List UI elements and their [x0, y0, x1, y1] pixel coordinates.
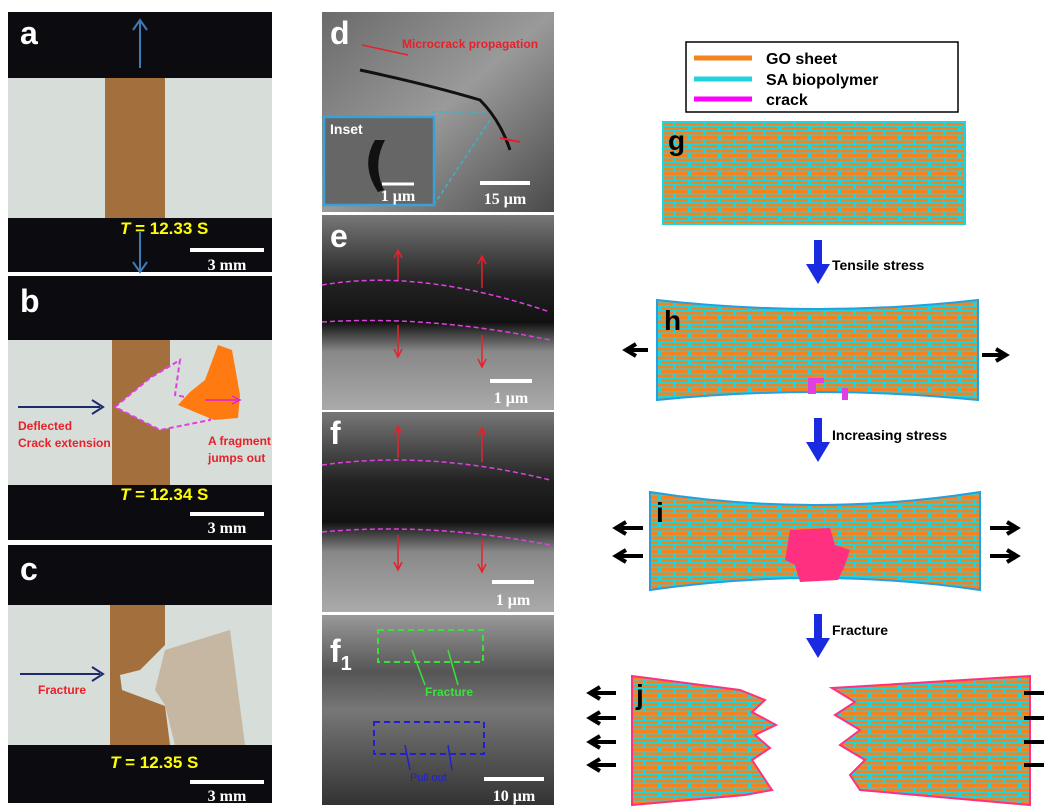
shape — [590, 712, 616, 724]
page: body { margin: 0; background: #fff; font… — [0, 0, 1044, 811]
annotation: Pull out — [410, 772, 447, 784]
legend: GO sheet SA biopolymer crack — [686, 42, 958, 112]
schematic-label: j — [635, 679, 644, 710]
time-variable: T — [120, 485, 132, 504]
panel-label: d — [330, 15, 350, 51]
scale-bar-label: 10 μm — [493, 788, 536, 805]
panel-a: a T = 12.33 S 3 mm — [8, 12, 272, 274]
shape — [616, 550, 643, 562]
shape — [632, 676, 776, 805]
panel-letter: f — [330, 633, 341, 669]
schematic: g Tensile stress h Increasing stress i F… — [590, 122, 1044, 805]
shape — [990, 522, 1017, 534]
scale-bar-label: 1 μm — [494, 390, 529, 407]
shape — [806, 442, 830, 462]
shape — [616, 522, 643, 534]
panel-subscript: 1 — [341, 653, 352, 675]
time-value: = 12.33 S — [135, 219, 208, 238]
shape — [842, 388, 848, 400]
legend-label: GO sheet — [766, 51, 838, 68]
body: a T = 12.33 S 3 mm b Deflected Crack ext… — [0, 0, 1044, 811]
panel-label: a — [20, 15, 38, 51]
scale-bar-label: 1 μm — [496, 592, 531, 609]
panel-e: e 1 μm — [322, 215, 554, 410]
shape — [814, 614, 822, 640]
shape — [806, 418, 830, 462]
annotation: Fracture — [38, 683, 86, 697]
legend-label: crack — [766, 92, 808, 109]
time-label: T = 12.35 S — [110, 753, 198, 772]
panel-d: d Microcrack propagation Inset 1 μm 15 μ… — [322, 12, 554, 212]
inset-label: Inset — [330, 121, 363, 137]
annotation: Deflected — [18, 419, 72, 433]
inset-scale-label: 1 μm — [381, 188, 416, 205]
shape — [806, 264, 830, 284]
figure: a T = 12.33 S 3 mm b Deflected Crack ext… — [0, 0, 1044, 811]
shape — [806, 638, 830, 658]
shape — [806, 240, 830, 284]
scale-bar-label: 3 mm — [208, 257, 247, 274]
shape — [590, 759, 616, 771]
scale-bar-label: 15 μm — [484, 191, 527, 208]
step-label: Fracture — [832, 622, 888, 638]
annotation: Microcrack propagation — [402, 37, 538, 51]
schematic-label: g — [668, 125, 685, 156]
time-label: T = 12.34 S — [120, 485, 208, 504]
scale-bar-label: 3 mm — [208, 520, 247, 537]
legend-label: SA biopolymer — [766, 72, 878, 89]
annotation: A fragment — [208, 434, 271, 448]
step-label: Increasing stress — [832, 427, 947, 443]
shape — [814, 240, 822, 266]
shape — [832, 676, 1030, 805]
shape — [105, 78, 165, 218]
schematic-label: h — [664, 305, 681, 336]
time-label: T = 12.33 S — [120, 219, 208, 238]
shape — [626, 344, 648, 356]
shape — [808, 378, 824, 383]
shape — [814, 418, 822, 444]
panel-f1: f1 Fracture Pull out 10 μm — [322, 615, 554, 805]
time-value: = 12.35 S — [125, 753, 198, 772]
step-label: Tensile stress — [832, 257, 925, 273]
panel-label: f — [330, 415, 341, 451]
panel-c: c Fracture T = 12.35 S 3 mm — [8, 545, 272, 805]
scale-bar-label: 3 mm — [208, 788, 247, 805]
schematic-label: i — [656, 497, 664, 528]
annotation: Crack extension — [18, 436, 111, 450]
annotation: Fracture — [425, 685, 473, 699]
shape — [657, 300, 978, 400]
panel-label: b — [20, 283, 40, 319]
time-variable: T — [120, 219, 132, 238]
shape — [990, 550, 1017, 562]
shape — [806, 614, 830, 658]
annotation: jumps out — [207, 451, 265, 465]
shape — [982, 349, 1006, 361]
panel-b: b Deflected Crack extension A fragment j… — [8, 276, 272, 540]
time-value: = 12.34 S — [135, 485, 208, 504]
panel-f: f 1 μm — [322, 412, 554, 612]
time-variable: T — [110, 753, 122, 772]
panel-label: e — [330, 218, 348, 254]
shape — [663, 122, 965, 224]
shape — [590, 736, 616, 748]
shape — [590, 687, 616, 699]
panel-label: c — [20, 551, 38, 587]
